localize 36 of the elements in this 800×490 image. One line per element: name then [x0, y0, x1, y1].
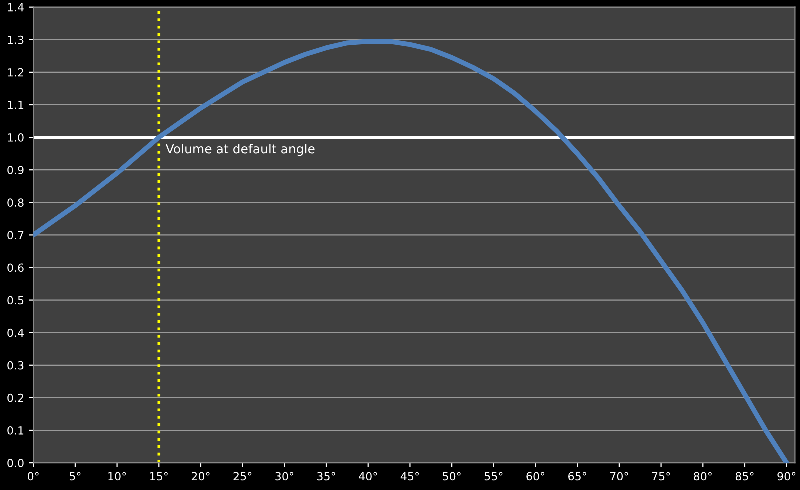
ref-line-label: Volume at default angle	[166, 144, 315, 156]
y-tick-label: 0.8	[8, 198, 24, 208]
y-tick-label: 0.3	[8, 361, 24, 370]
y-tick-label: 1.1	[8, 101, 24, 110]
y-tick-label: 0.1	[8, 426, 24, 435]
y-tick-label: 0.5	[8, 296, 24, 305]
x-tick-label: 45°	[400, 472, 420, 481]
y-tick-label: 1.0	[8, 134, 24, 142]
x-tick-label: 50°	[443, 472, 461, 481]
y-tick-label: 0.6	[8, 264, 24, 272]
x-tick-label: 90°	[778, 472, 796, 481]
x-tick-label: 40°	[359, 472, 378, 481]
x-tick-label: 10°	[108, 472, 126, 481]
x-tick-label: 5°	[70, 472, 81, 481]
x-tick-label: 0°	[28, 472, 39, 481]
y-tick-label: 0.2	[8, 394, 24, 402]
y-tick-label: 0.4	[8, 328, 24, 338]
x-tick-label: 75°	[652, 472, 670, 481]
y-tick-label: 1.3	[8, 36, 24, 44]
x-tick-label: 60°	[526, 472, 545, 481]
x-tick-label: 70°	[610, 472, 628, 481]
y-tick-label: 0.7	[8, 231, 24, 240]
x-tick-label: 35°	[318, 472, 336, 481]
x-tick-label: 80°	[694, 472, 712, 481]
x-tick-label: 20°	[192, 472, 210, 481]
x-tick-label: 25°	[234, 472, 252, 481]
y-tick-label: 0.0	[8, 459, 24, 468]
x-tick-label: 30°	[276, 472, 294, 481]
y-tick-label: 1.2	[8, 68, 24, 77]
y-tick-label: 0.9	[8, 166, 24, 174]
x-tick-label: 55°	[484, 472, 503, 481]
x-tick-label: 85°	[736, 472, 754, 481]
y-tick-label: 1.4	[8, 3, 24, 12]
line-series	[34, 39, 790, 464]
x-tick-label: 15°	[150, 472, 168, 481]
x-tick-label: 65°	[568, 472, 586, 481]
